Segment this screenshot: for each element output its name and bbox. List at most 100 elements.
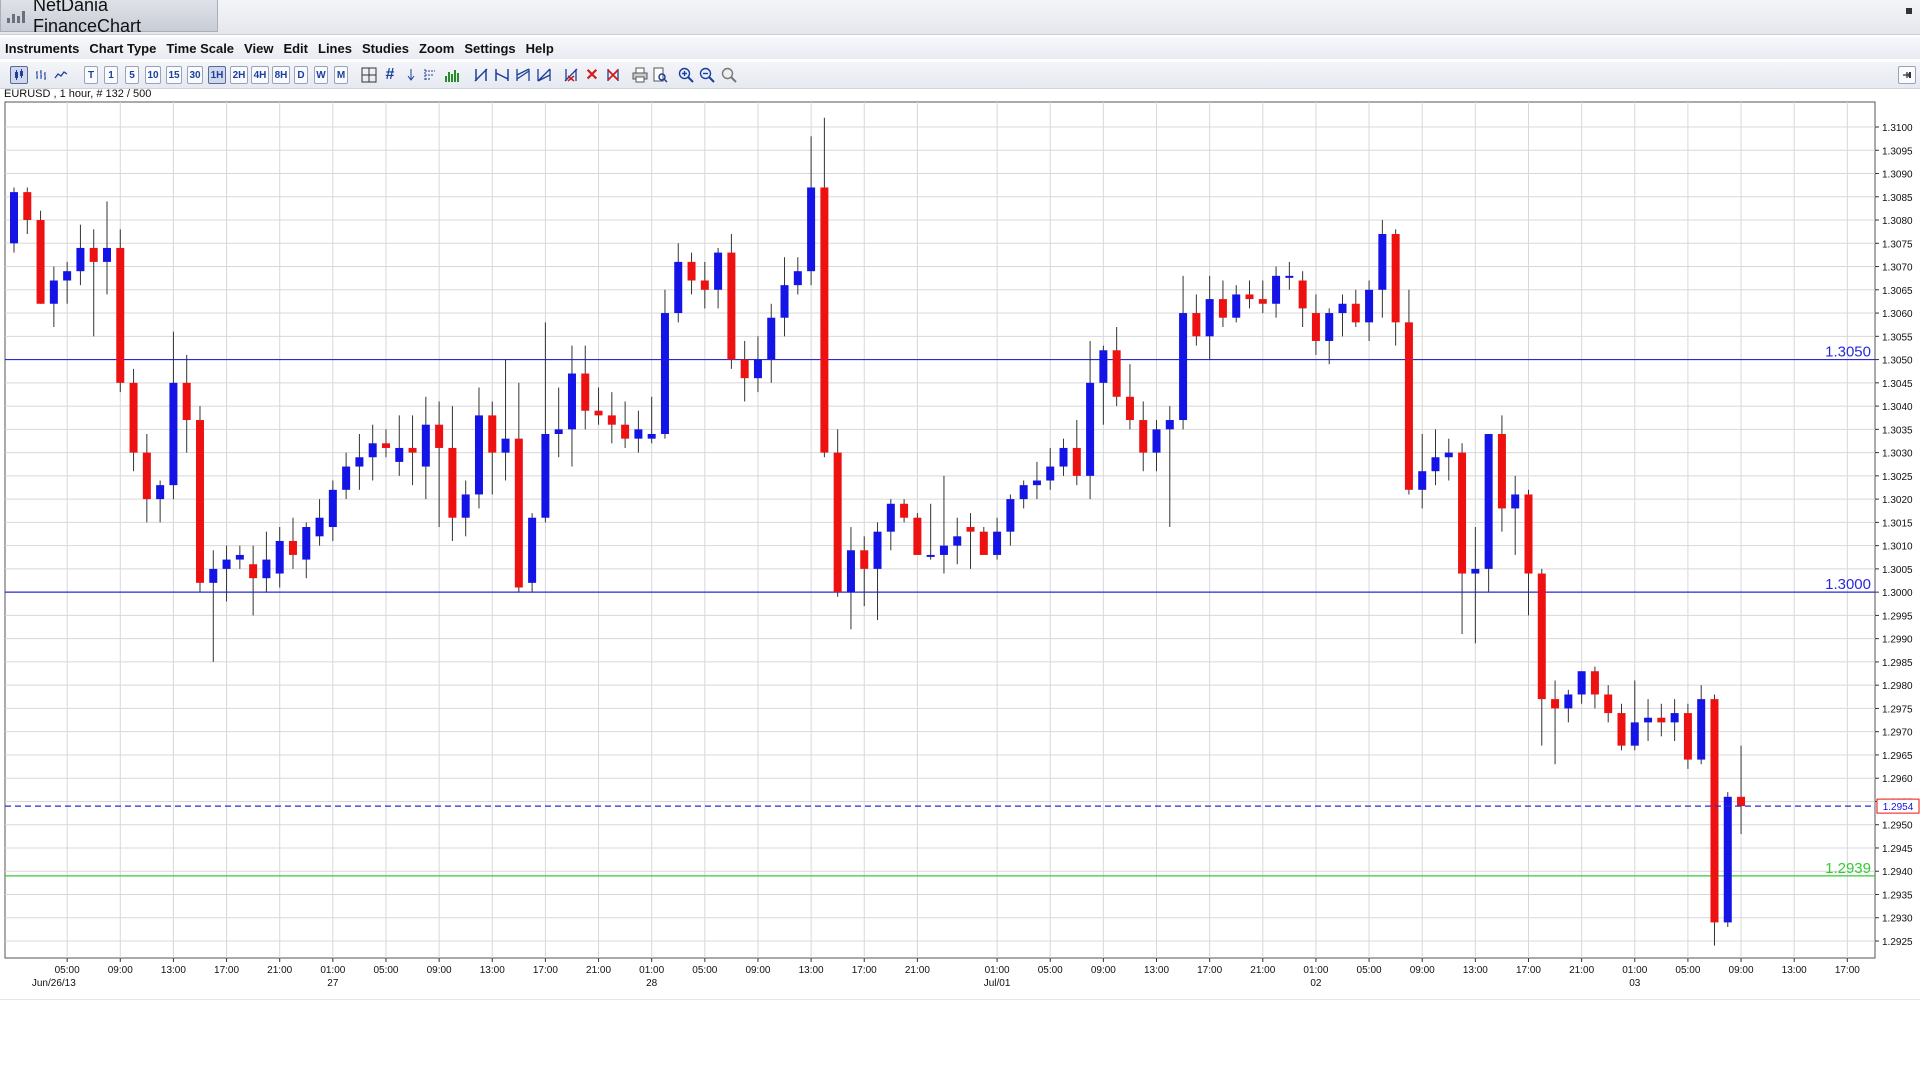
timeframe-2h-button[interactable]: 2H: [230, 66, 248, 84]
timeframe-month-button[interactable]: M: [334, 66, 348, 84]
candle-down: [1617, 713, 1626, 746]
line-chart-icon[interactable]: [53, 66, 69, 84]
pin-icon[interactable]: [1898, 66, 1916, 84]
candle-down: [621, 424, 630, 439]
y-tick-label: 1.3040: [1882, 402, 1913, 413]
y-tick-label: 1.2985: [1882, 658, 1913, 669]
candle-up: [1378, 233, 1387, 290]
x-time-label: 01:00: [985, 965, 1010, 976]
candlestick-chart[interactable]: 1.3100 1.3095 1.3090 1.3085 1.3080 1.3075 1.30…: [0, 100, 1920, 1000]
timeframe-30m-button[interactable]: 30: [187, 66, 203, 84]
candle-down: [129, 382, 138, 453]
candle-up: [1670, 713, 1679, 723]
y-tick-label: 1.2975: [1882, 704, 1913, 715]
x-date-label: 27: [327, 978, 339, 989]
menu-edit[interactable]: Edit: [283, 40, 308, 56]
candle-up: [315, 517, 324, 537]
timeframe-8h-button[interactable]: 8H: [272, 66, 290, 84]
x-time-label: 13:00: [480, 965, 505, 976]
candle-up: [1232, 294, 1241, 318]
print-preview-icon[interactable]: [651, 66, 669, 84]
y-tick-label: 1.3030: [1882, 449, 1913, 460]
x-time-label: 21:00: [1250, 965, 1275, 976]
crosshair-icon[interactable]: [360, 66, 378, 84]
candle-down: [1351, 303, 1360, 323]
window-tab[interactable]: NetDania FinanceChart: [0, 0, 218, 36]
chart-area[interactable]: 1.3100 1.3095 1.3090 1.3085 1.3080 1.3075 1.30…: [0, 100, 1920, 1000]
channel-icon[interactable]: [514, 66, 532, 84]
menu-lines[interactable]: Lines: [318, 40, 352, 56]
menu-instruments[interactable]: Instruments: [5, 40, 80, 56]
candle-up: [156, 485, 165, 500]
delete-all-icon[interactable]: [604, 66, 622, 84]
candle-up: [76, 247, 85, 272]
volume-icon[interactable]: [443, 66, 461, 84]
parallel-lines-icon[interactable]: [493, 66, 511, 84]
fibonacci-icon[interactable]: [422, 66, 438, 84]
delete-line-icon[interactable]: [562, 66, 580, 84]
y-tick-label: 1.3100: [1882, 123, 1913, 134]
timeframe-week-button[interactable]: W: [314, 66, 328, 84]
y-tick-label: 1.3070: [1882, 263, 1913, 274]
candle-down: [381, 443, 390, 448]
menu-settings[interactable]: Settings: [464, 40, 516, 56]
x-time-label: 09:00: [427, 965, 452, 976]
candle-up: [1006, 499, 1015, 532]
x-time-label: 05:00: [1675, 965, 1700, 976]
arrow-down-icon[interactable]: [404, 66, 418, 84]
candle-down: [1710, 699, 1719, 923]
candle-up: [262, 559, 271, 579]
x-time-label: 01:00: [1303, 965, 1328, 976]
candle-up: [714, 252, 723, 290]
menu-studies[interactable]: Studies: [361, 40, 409, 56]
candle-up: [660, 313, 669, 434]
x-time-label: 13:00: [161, 965, 186, 976]
timeframe-10m-button[interactable]: 10: [145, 66, 161, 84]
menu-time-scale[interactable]: Time Scale: [166, 40, 235, 56]
x-date-label: 03: [1629, 978, 1641, 989]
grid-icon[interactable]: #: [385, 66, 395, 83]
menu-zoom[interactable]: Zoom: [418, 40, 455, 56]
timeframe-1h-button[interactable]: 1H: [208, 66, 226, 84]
x-time-label: 01:00: [1622, 965, 1647, 976]
menu-view[interactable]: View: [244, 40, 274, 56]
bottom-divider: [0, 999, 1920, 1000]
x-time-label: 17:00: [852, 965, 877, 976]
x-time-label: 05:00: [1038, 965, 1063, 976]
candle-up: [767, 317, 776, 360]
zoom-in-icon[interactable]: [677, 66, 695, 84]
candle-up: [1338, 303, 1347, 314]
timeframe-1m-button[interactable]: 1: [104, 66, 118, 84]
bar-chart-icon[interactable]: [33, 66, 49, 84]
timeframe-day-button[interactable]: D: [294, 66, 308, 84]
candle-up: [953, 536, 962, 546]
candle-down: [1683, 713, 1692, 760]
timeframe-15m-button[interactable]: 15: [166, 66, 182, 84]
x-time-label: 13:00: [1782, 965, 1807, 976]
delete-icon[interactable]: ✕: [585, 67, 599, 84]
timeframe-4h-button[interactable]: 4H: [251, 66, 269, 84]
candle-down: [435, 424, 444, 448]
y-tick-label: 1.2945: [1882, 844, 1913, 855]
zoom-reset-icon[interactable]: [720, 66, 738, 84]
y-tick-label: 1.3060: [1882, 309, 1913, 320]
candle-up: [222, 559, 231, 569]
timeframe-tick-button[interactable]: T: [84, 66, 98, 84]
fan-icon[interactable]: [535, 66, 553, 84]
candle-up: [1019, 485, 1028, 500]
menu-help[interactable]: Help: [525, 40, 554, 56]
x-time-label: 21:00: [586, 965, 611, 976]
menu-chart-type[interactable]: Chart Type: [89, 40, 157, 56]
candle-down: [1112, 350, 1121, 397]
trendline-icon[interactable]: [472, 66, 490, 84]
y-tick-label: 1.2950: [1882, 821, 1913, 832]
print-icon[interactable]: [631, 66, 649, 84]
candlestick-chart-icon[interactable]: [10, 66, 28, 84]
candle-down: [700, 280, 709, 290]
candle-up: [926, 554, 935, 557]
timeframe-5m-button[interactable]: 5: [125, 66, 139, 84]
candle-up: [634, 429, 643, 439]
toolbar: T 1 5 10 15 30 1H 2H 4H 8H D W M #: [0, 62, 1920, 89]
candle-up: [1418, 471, 1427, 490]
zoom-out-icon[interactable]: [698, 66, 716, 84]
